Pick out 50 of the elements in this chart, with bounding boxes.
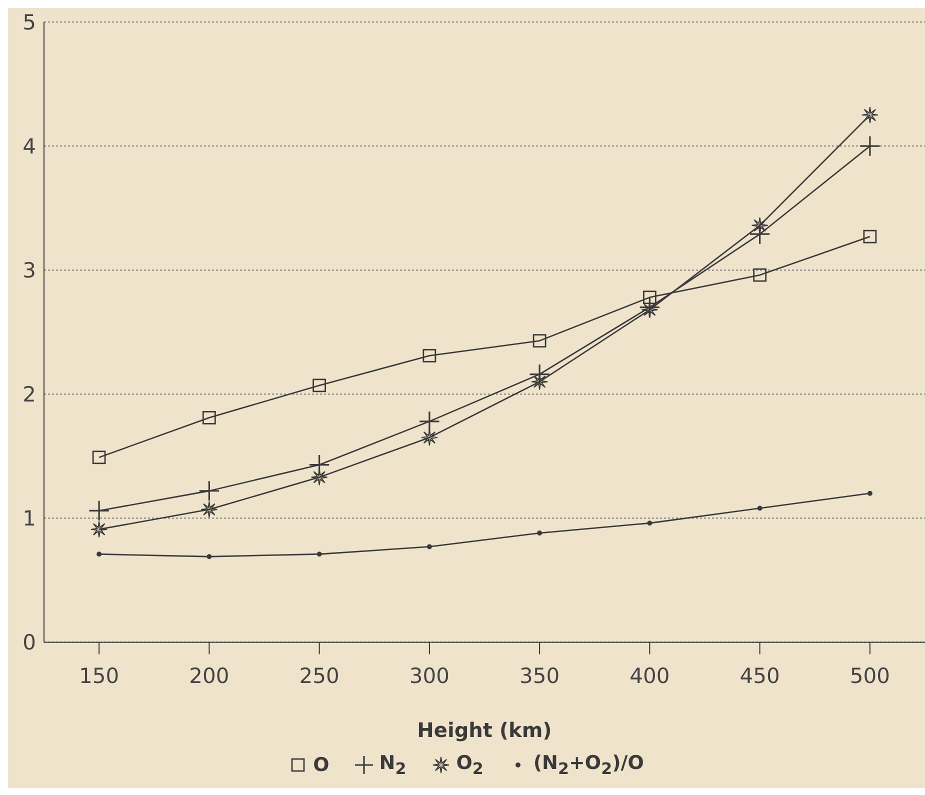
x-axis-title: Height (km) (417, 718, 552, 742)
x-tick-label: 500 (850, 664, 890, 688)
point (418, 410, 440, 432)
point (198, 480, 220, 502)
point (537, 530, 542, 536)
point (90, 520, 108, 538)
point (92, 450, 106, 464)
x-tick-label: 150 (79, 664, 120, 688)
point (426, 544, 432, 550)
point (749, 224, 770, 245)
x-tick-label: 200 (189, 664, 230, 688)
point (647, 520, 652, 526)
x-tick-label: 450 (740, 664, 780, 688)
point (420, 429, 438, 446)
x-tick-label: 350 (520, 664, 560, 688)
y-tick-label: 0 (22, 630, 36, 655)
x-tick-label: 250 (299, 664, 340, 688)
y-tick-label: 3 (22, 258, 36, 283)
point (859, 135, 881, 157)
point (751, 216, 768, 234)
x-tick-label: 400 (630, 664, 670, 688)
point (639, 296, 660, 318)
point (96, 552, 102, 557)
y-tick-label: 2 (22, 382, 36, 407)
y-tick-label: 4 (22, 134, 36, 158)
legend-label: O$_{2}$ (456, 752, 484, 778)
legend-label: N$_{2}$ (379, 752, 406, 778)
point (531, 373, 548, 390)
point (200, 500, 218, 518)
legend-label: (N$_{2}$+O$_{2}$)/O (533, 752, 644, 778)
point (528, 364, 550, 385)
point (753, 268, 767, 282)
point (312, 378, 326, 392)
point (422, 348, 436, 362)
point (202, 410, 216, 424)
point (316, 552, 322, 557)
point (863, 230, 877, 244)
y-tick-label: 5 (22, 10, 36, 34)
point (642, 290, 656, 304)
point (310, 468, 328, 486)
point (532, 334, 546, 348)
x-tick-label: 300 (409, 664, 450, 688)
point (867, 490, 872, 496)
legend-label: O (313, 754, 330, 776)
point (206, 554, 212, 560)
point (757, 506, 762, 511)
point (88, 500, 110, 522)
y-tick-label: 1 (22, 506, 36, 531)
point (861, 106, 878, 124)
point (308, 454, 330, 476)
